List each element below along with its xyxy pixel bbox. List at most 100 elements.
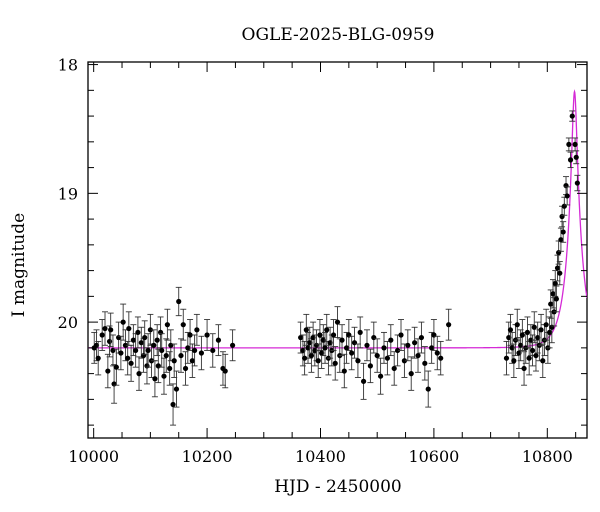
data-point xyxy=(374,338,381,373)
data-marker xyxy=(138,340,144,346)
data-point xyxy=(503,340,510,376)
data-point xyxy=(166,351,173,386)
data-marker xyxy=(415,352,421,359)
data-marker xyxy=(110,347,116,354)
data-marker xyxy=(526,355,532,361)
data-point xyxy=(354,343,361,378)
data-marker xyxy=(341,368,347,374)
data-marker xyxy=(130,337,136,343)
data-point xyxy=(167,329,174,362)
data-marker xyxy=(569,113,575,119)
y-tick-label: 18 xyxy=(58,56,78,75)
x-tick-label: 10200 xyxy=(182,447,233,466)
data-marker xyxy=(429,345,435,351)
data-marker xyxy=(298,334,304,341)
data-point xyxy=(104,353,111,389)
data-point xyxy=(531,311,538,344)
data-marker xyxy=(170,401,176,408)
data-marker xyxy=(529,347,536,354)
data-marker xyxy=(339,337,345,343)
data-point xyxy=(560,221,567,243)
data-point xyxy=(434,335,441,371)
data-point xyxy=(348,335,355,371)
data-marker xyxy=(552,280,558,287)
data-marker xyxy=(330,332,337,338)
data-marker xyxy=(531,324,537,330)
data-point xyxy=(332,346,339,381)
data-marker xyxy=(215,337,222,343)
data-marker xyxy=(192,347,198,354)
data-point xyxy=(229,329,236,362)
data-point xyxy=(408,356,415,391)
data-point xyxy=(102,311,109,346)
chart-title: OGLE-2025-BLG-0959 xyxy=(242,25,435,45)
data-point xyxy=(367,348,374,384)
data-marker xyxy=(431,332,437,338)
data-marker xyxy=(351,340,358,346)
data-marker xyxy=(418,334,425,341)
data-marker xyxy=(163,352,169,359)
data-point xyxy=(215,324,222,357)
plot-border xyxy=(87,61,588,439)
data-marker xyxy=(152,376,158,382)
data-marker xyxy=(371,334,377,341)
data-marker xyxy=(412,340,418,346)
data-point xyxy=(95,340,102,376)
data-point xyxy=(384,340,391,376)
data-point xyxy=(170,383,177,426)
data-point xyxy=(184,331,191,364)
data-marker xyxy=(395,347,401,354)
data-marker xyxy=(548,301,554,307)
data-point xyxy=(334,306,341,339)
data-point xyxy=(175,286,182,317)
data-point xyxy=(134,316,141,349)
data-marker xyxy=(434,350,440,356)
y-tick-label: 19 xyxy=(58,184,78,203)
data-marker xyxy=(567,157,574,163)
data-point xyxy=(524,316,531,349)
data-marker xyxy=(349,350,355,356)
data-point xyxy=(145,333,152,368)
data-marker xyxy=(178,352,184,359)
data-marker xyxy=(167,365,173,372)
data-marker xyxy=(367,363,373,369)
data-marker xyxy=(346,332,352,338)
data-point xyxy=(204,319,211,351)
data-marker xyxy=(543,322,549,328)
data-point xyxy=(391,351,398,386)
x-tick-label: 10400 xyxy=(295,447,346,466)
data-marker xyxy=(142,334,148,341)
data-marker xyxy=(343,345,350,351)
data-point xyxy=(539,343,546,378)
data-point xyxy=(563,176,570,196)
data-point xyxy=(191,334,198,367)
data-marker xyxy=(558,237,564,243)
x-tick-label: 10600 xyxy=(408,447,459,466)
data-marker xyxy=(151,342,157,348)
data-point xyxy=(428,331,435,364)
data-point xyxy=(363,329,370,362)
data-marker xyxy=(511,358,517,364)
data-marker xyxy=(140,352,147,359)
data-marker xyxy=(194,327,200,333)
data-point xyxy=(107,312,114,348)
data-point xyxy=(180,308,187,341)
data-marker xyxy=(210,347,216,354)
data-marker xyxy=(198,350,205,356)
data-marker xyxy=(187,332,193,338)
data-marker xyxy=(550,291,556,297)
data-marker xyxy=(95,355,101,361)
y-tick-label: 20 xyxy=(58,313,78,332)
data-point xyxy=(158,333,165,368)
data-point xyxy=(564,186,571,206)
data-point xyxy=(171,343,178,378)
data-marker xyxy=(106,338,113,345)
data-marker xyxy=(538,327,544,333)
data-marker xyxy=(154,337,160,343)
data-point xyxy=(387,324,394,357)
data-point xyxy=(177,338,184,373)
data-marker xyxy=(176,298,182,305)
data-point xyxy=(519,319,526,351)
data-marker xyxy=(546,329,553,336)
axis-ticks: 10000 10200 10400 10600 10800 18 19 20 xyxy=(58,56,587,466)
